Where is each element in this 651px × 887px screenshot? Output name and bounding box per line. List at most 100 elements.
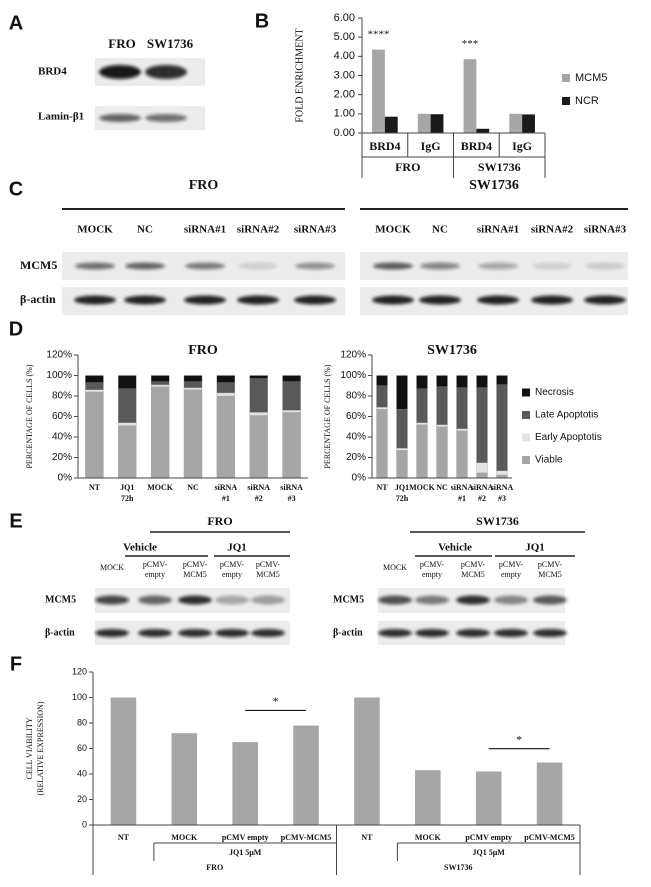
blot-band <box>373 262 413 270</box>
x-tick-label: NT <box>376 483 388 492</box>
bar-segment <box>150 384 170 387</box>
y-tick-label: 0% <box>352 473 367 484</box>
chart-title: FRO <box>188 343 218 358</box>
legend-label: Late Apoptotis <box>535 410 598 421</box>
bar <box>293 725 319 825</box>
blot-band <box>478 262 518 270</box>
x-tick-label: pCMV-MCM5 <box>524 833 575 842</box>
bar-segment <box>456 430 468 479</box>
bar-segment <box>416 422 428 425</box>
bar <box>536 762 563 825</box>
y-axis-label: FOLD ENRICHMENT <box>294 28 305 122</box>
x-tick-label: JQ1 <box>120 483 134 492</box>
y-tick-label: 0 <box>82 819 87 829</box>
bar <box>372 49 385 133</box>
blot-band <box>477 295 519 305</box>
bar-segment <box>436 426 448 479</box>
bar <box>384 116 398 133</box>
bar-segment <box>476 387 488 463</box>
bar-segment <box>118 425 137 479</box>
bar-segment <box>249 415 268 479</box>
bar-segment <box>456 375 468 388</box>
lane-label: siRNA#1 <box>477 224 519 236</box>
x-tick-label: MOCK <box>171 833 198 842</box>
significance-label: * <box>273 694 279 708</box>
blot-band <box>378 595 412 605</box>
treatment-label: JQ1 <box>525 542 545 554</box>
lane-label: pCMV- <box>220 560 244 569</box>
bar-segment <box>436 386 448 425</box>
bar-segment <box>183 389 203 479</box>
y-tick-label: 40 <box>77 768 87 778</box>
legend-swatch <box>562 97 570 105</box>
legend-label: NCR <box>575 95 599 107</box>
blot-band <box>294 295 336 305</box>
x-tick-label: IgG <box>421 139 441 153</box>
bar-segment <box>183 381 203 388</box>
group-sublabel: JQ1 5μM <box>229 848 262 857</box>
x-tick-label: #1 <box>458 494 466 503</box>
group-label: FRO <box>207 514 232 528</box>
y-axis-label: CELL VIABILITY <box>25 717 34 779</box>
blot-band <box>138 595 172 605</box>
lane-label: pCMV- <box>499 560 523 569</box>
y-tick-label: 0% <box>58 473 73 484</box>
panel-letter: C <box>9 178 23 200</box>
x-tick-label: NC <box>187 483 199 492</box>
blot-band <box>99 65 141 79</box>
group-label: SW1736 <box>476 514 519 528</box>
x-tick-label: IgG <box>512 139 532 153</box>
group-sublabel: JQ1 5μM <box>473 848 506 857</box>
bar <box>463 59 477 134</box>
y-tick-label: 80% <box>346 391 366 402</box>
bar-segment <box>118 375 137 389</box>
x-tick-label: siRNA <box>451 483 474 492</box>
bar-segment <box>85 389 104 393</box>
bar-segment <box>496 375 508 385</box>
row-label: MCM5 <box>20 258 57 272</box>
x-tick-label: NT <box>361 833 373 842</box>
group-label: SW1736 <box>469 178 519 193</box>
panel-letter: A <box>9 12 23 34</box>
y-tick-label: 120 <box>72 666 87 676</box>
lane-label: MCM5 <box>183 570 207 579</box>
legend-swatch <box>522 411 530 419</box>
chart-title: SW1736 <box>427 343 477 358</box>
lane-label: FRO <box>108 36 135 51</box>
lane-label: pCMV- <box>461 560 485 569</box>
bar-segment <box>216 392 236 397</box>
x-tick-label: #1 <box>222 494 230 503</box>
bar <box>354 697 380 825</box>
row-label: Lamin-β1 <box>38 111 84 123</box>
legend-swatch <box>522 456 530 464</box>
blot-band <box>419 295 461 305</box>
bar-segment <box>249 412 268 416</box>
x-tick-label: NC <box>436 483 448 492</box>
blot-band <box>124 295 166 305</box>
row-label: β-actin <box>20 292 56 306</box>
blot-band <box>494 629 528 637</box>
x-tick-label: siRNA <box>215 483 238 492</box>
bar-segment <box>376 375 388 386</box>
blot-band <box>215 595 249 605</box>
y-tick-label: 2.00 <box>334 89 355 101</box>
lane-label: empty <box>501 570 521 579</box>
blot-band <box>125 262 165 270</box>
bar-segment <box>436 424 448 427</box>
blot-band <box>251 595 285 605</box>
bar-segment <box>216 375 236 383</box>
x-tick-label: MOCK <box>147 483 174 492</box>
lane-label: pCMV- <box>183 560 207 569</box>
lane-label: empty <box>222 570 242 579</box>
y-tick-label: 6.00 <box>334 12 355 24</box>
legend-swatch <box>562 74 570 82</box>
lane-label: pCMV- <box>143 560 167 569</box>
lane-label: NC <box>432 224 448 236</box>
bar-segment <box>249 378 268 413</box>
x-tick-label: 72h <box>121 494 134 503</box>
bar-segment <box>85 375 104 383</box>
treatment-label: JQ1 <box>227 542 247 554</box>
x-tick-label: siRNA <box>471 483 494 492</box>
treatment-label: Vehicle <box>438 542 472 554</box>
